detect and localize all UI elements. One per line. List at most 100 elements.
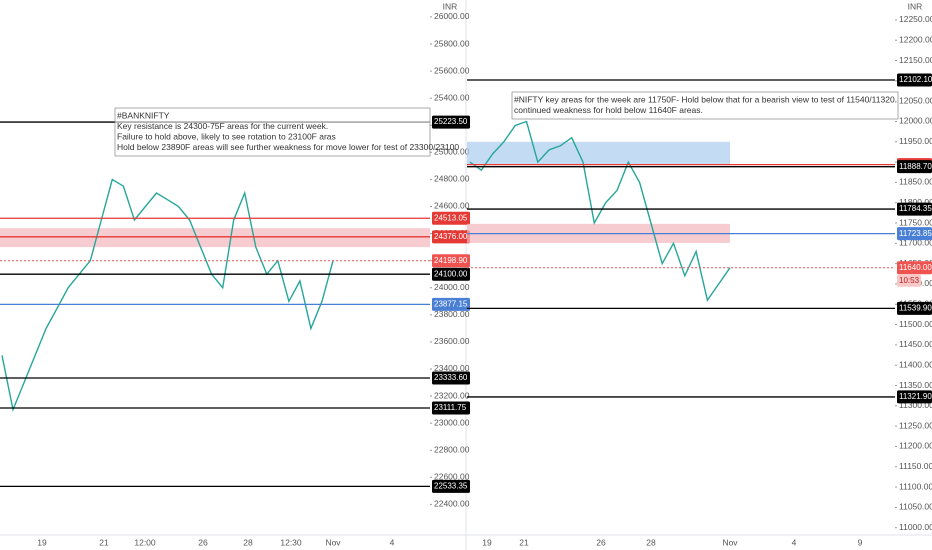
price-label: 23111.75 [434, 403, 467, 412]
price-label: 24198.90 [434, 256, 468, 265]
x-tick-label: Nov [722, 537, 738, 547]
x-tick-label: 28 [243, 537, 253, 547]
annotation-text: Failure to hold above, likely to see rot… [117, 131, 336, 141]
y-tick-label: 11850.00 [899, 177, 932, 187]
y-tick-label: 22400.00 [434, 499, 470, 509]
x-tick-label: 9 [858, 537, 863, 547]
price-label-box [897, 301, 932, 315]
price-label-box [432, 479, 470, 493]
price-label: 11784.35 [899, 204, 932, 213]
y-tick-label: 24000.00 [434, 282, 470, 292]
y-tick-label: 25400.00 [434, 92, 470, 102]
y-tick-label: 23600.00 [434, 336, 470, 346]
countdown-box [897, 274, 921, 287]
y-tick-label: 11100.00 [899, 481, 932, 491]
x-tick-label: 28 [646, 537, 656, 547]
y-tick-label: 22600.00 [434, 472, 470, 482]
price-line [469, 120, 731, 302]
x-tick-label: 4 [390, 537, 395, 547]
annotation-text: Hold below 23890F areas will see further… [117, 142, 459, 152]
price-label-box [432, 401, 470, 415]
y-tick-label: 11150.00 [899, 461, 932, 471]
price-label-box [432, 297, 470, 311]
price-label: 12102.10 [899, 75, 932, 84]
price-zone [0, 228, 430, 248]
price-label-box [432, 230, 470, 244]
y-tick-label: 11700.00 [899, 238, 932, 248]
price-label: 11321.90 [899, 392, 932, 401]
y-tick-label: 24600.00 [434, 201, 470, 211]
x-tick-label: 19 [37, 537, 47, 547]
y-tick-label: 11250.00 [899, 420, 932, 430]
y-tick-label: 23400.00 [434, 363, 470, 373]
y-tick-label: 12050.00 [899, 95, 932, 105]
x-tick-label: Nov [325, 537, 341, 547]
x-tick-label: 26 [198, 537, 208, 547]
annotation-text: #NIFTY key areas for the week are 11750F… [514, 94, 897, 104]
y-tick-label: 12000.00 [899, 116, 932, 126]
x-tick-label: 4 [792, 537, 797, 547]
y-tick-label: 11350.00 [899, 380, 932, 390]
price-label-box [897, 160, 932, 174]
y-tick-label: 22800.00 [434, 444, 470, 454]
currency-label: INR [908, 1, 923, 11]
x-tick-label: 19 [482, 537, 492, 547]
y-tick-label: 23200.00 [434, 390, 470, 400]
y-tick-label: 23000.00 [434, 417, 470, 427]
y-tick-label: 25800.00 [434, 38, 470, 48]
price-label: 24100.00 [434, 269, 468, 278]
y-tick-label: 25000.00 [434, 147, 470, 157]
x-tick-label: 21 [519, 537, 529, 547]
y-tick-label: 11400.00 [899, 359, 932, 369]
y-tick-label: 11750.00 [899, 217, 932, 227]
y-tick-label: 24800.00 [434, 174, 470, 184]
price-label-box [432, 267, 470, 281]
x-tick-label: 21 [99, 537, 109, 547]
price-label-box [432, 371, 470, 385]
currency-label: INR [443, 1, 458, 11]
y-tick-label: 26000.00 [434, 11, 470, 21]
y-tick-label: 23800.00 [434, 309, 470, 319]
price-label: 24513.05 [434, 213, 468, 222]
price-label-box [897, 390, 932, 404]
y-tick-label: 11050.00 [899, 502, 932, 512]
price-label: 24376.00 [434, 232, 468, 241]
x-tick-label: 26 [596, 537, 606, 547]
y-tick-label: 12200.00 [899, 34, 932, 44]
price-label-box [897, 73, 932, 87]
price-label-box [432, 115, 470, 129]
y-tick-label: 11950.00 [899, 136, 932, 146]
annotation-text: continued weakness for hold below 11640F… [514, 105, 703, 115]
annotation-box [114, 107, 431, 157]
price-label: 23877.15 [434, 299, 468, 308]
y-tick-label: 11200.00 [899, 441, 932, 451]
annotation-text: #BANKNIFTY [117, 110, 170, 120]
price-label: 22533.35 [434, 481, 468, 490]
price-label-box [432, 211, 470, 225]
annotation-text: Key resistance is 24300-75F areas for th… [117, 121, 328, 131]
y-tick-label: 11000.00 [899, 522, 932, 532]
price-label-box [897, 202, 932, 216]
x-tick-label: 12:30 [280, 537, 302, 547]
price-label: 11640.00 [899, 263, 932, 272]
y-tick-label: 11300.00 [899, 400, 932, 410]
countdown: 10:53 [899, 276, 920, 285]
annotation-box [511, 91, 899, 120]
price-label: 23333.60 [434, 373, 468, 382]
price-label: 11539.90 [899, 303, 932, 312]
y-tick-label: 11500.00 [899, 319, 932, 329]
y-tick-label: 11450.00 [899, 339, 932, 349]
y-tick-label: 11800.00 [899, 197, 932, 207]
price-label: 11888.70 [899, 162, 932, 171]
price-label: 25223.50 [434, 117, 468, 126]
y-tick-label: 12250.00 [899, 14, 932, 24]
y-tick-label: 12150.00 [899, 55, 932, 65]
y-tick-label: 25600.00 [434, 65, 470, 75]
price-label-box [897, 227, 932, 241]
price-label-box [897, 261, 932, 275]
price-zone [467, 141, 730, 165]
price-label: 11723.85 [899, 229, 932, 238]
price-label-box [432, 254, 470, 268]
x-tick-label: 12:00 [134, 537, 156, 547]
